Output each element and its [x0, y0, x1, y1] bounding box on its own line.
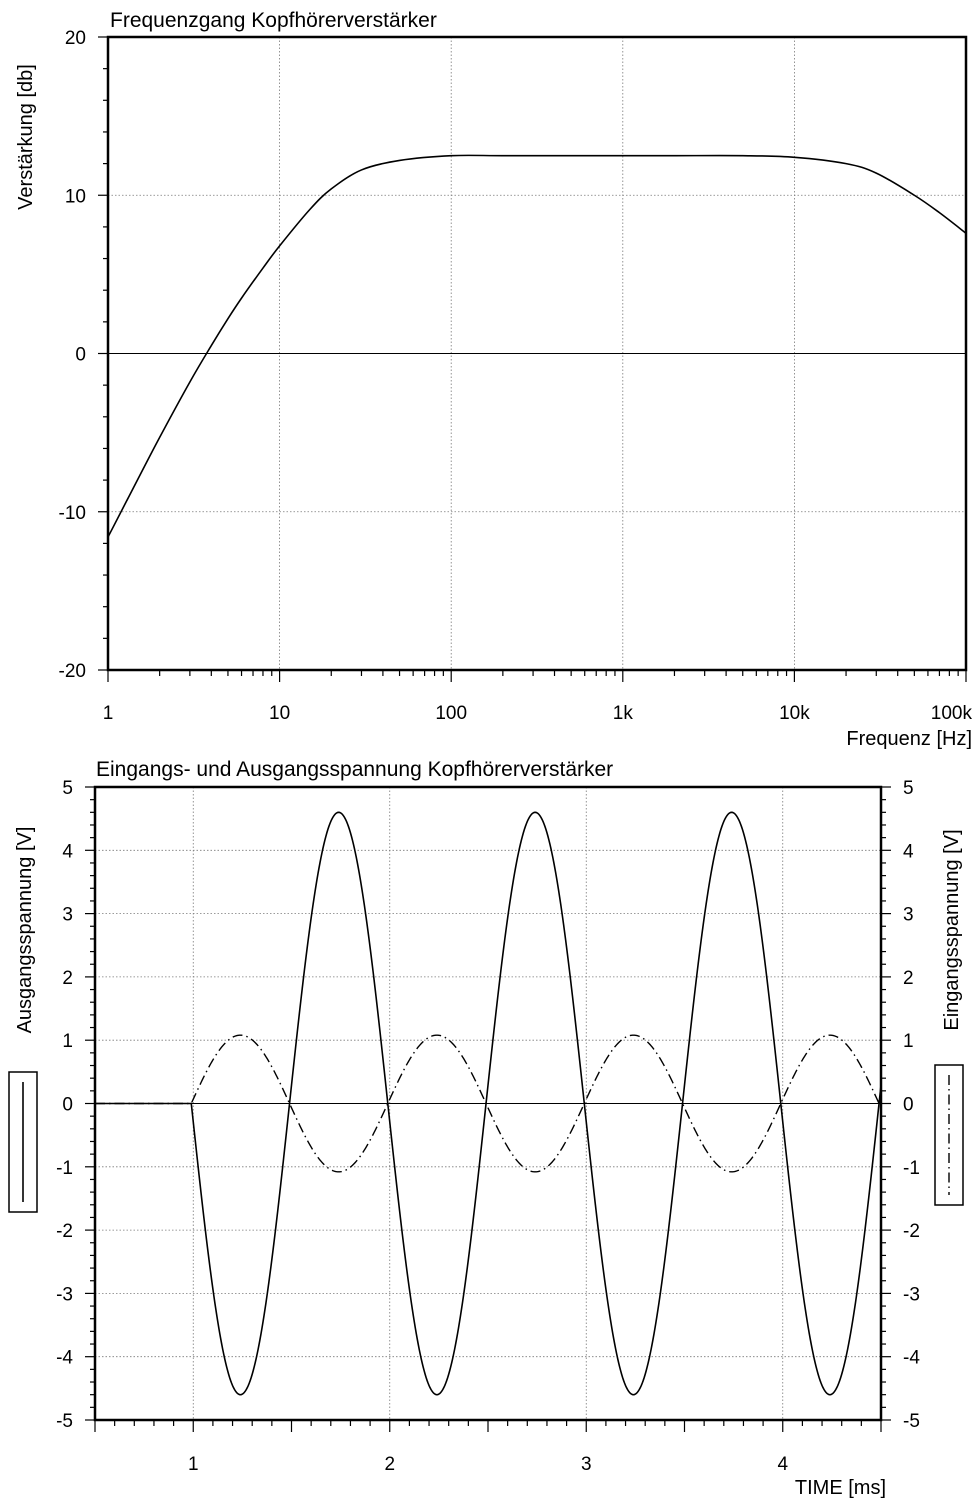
- y-tick-label: 3: [62, 905, 73, 926]
- x-axis-label: TIME [ms]: [795, 1477, 886, 1499]
- grid: [108, 37, 966, 670]
- y-tick-label: -1: [56, 1158, 73, 1179]
- y2-tick-label: 0: [903, 1095, 914, 1116]
- y-axis-label: Verstärkung [db]: [15, 64, 37, 210]
- legend-output-voltage: [8, 1071, 38, 1213]
- y-tick-label: 5: [62, 778, 73, 799]
- y-tick-label: 1: [62, 1031, 73, 1052]
- y-axis-label: Ausgangsspannung [V]: [14, 827, 36, 1034]
- chart-title: Frequenzgang Kopfhörerverstärker: [110, 9, 437, 32]
- y-tick-label: -5: [56, 1411, 73, 1432]
- y-tick-label: -2: [56, 1221, 73, 1242]
- x-tick-label: 1: [188, 1454, 199, 1475]
- chart-title: Eingangs- und Ausgangsspannung Kopfhörer…: [96, 758, 613, 781]
- x-tick-label: 3: [581, 1454, 592, 1475]
- y2-tick-label: -3: [903, 1284, 920, 1305]
- grid: [95, 787, 881, 1420]
- y-tick-label: 4: [62, 841, 73, 862]
- y2-axis-label: Eingangsspannung [V]: [941, 829, 963, 1030]
- output-voltage-line: [95, 811, 882, 1396]
- y2-tick-label: 5: [903, 778, 914, 799]
- y2-tick-label: -2: [903, 1221, 920, 1242]
- axis-ticks: [98, 36, 967, 682]
- x-tick-label: 10: [269, 703, 290, 724]
- x-tick-labels: 1 10 100 1k 10k 100k: [103, 703, 973, 724]
- plot-frame: [106, 35, 968, 672]
- y2-tick-label: -1: [903, 1158, 920, 1179]
- y2-tick-label: 4: [903, 841, 914, 862]
- y2-tick-label: 3: [903, 905, 914, 926]
- y-tick-label: -20: [59, 661, 86, 682]
- x-tick-label: 4: [777, 1454, 788, 1475]
- y-tick-label: 2: [62, 968, 73, 989]
- plot-frame: [93, 785, 883, 1422]
- x-tick-label: 100: [435, 703, 467, 724]
- x-tick-label: 10k: [779, 703, 810, 724]
- y-tick-label: -10: [59, 503, 86, 524]
- y-tick-labels: 5 4 3 2 1 0 -1 -2 -3 -4 -5: [56, 778, 73, 1432]
- x-tick-labels: 1 2 3 4: [188, 1454, 789, 1475]
- y-tick-label: -4: [56, 1348, 73, 1369]
- x-tick-label: 1k: [613, 703, 634, 724]
- x-tick-label: 100k: [931, 703, 973, 724]
- legend-input-voltage: [934, 1064, 964, 1206]
- y2-tick-label: 1: [903, 1031, 914, 1052]
- frequency-response-chart: Frequenzgang Kopfhörerverstärker 20100-1…: [15, 9, 972, 750]
- y-tick-label: 20: [65, 28, 86, 49]
- x-tick-label: 2: [384, 1454, 395, 1475]
- y2-tick-label: -5: [903, 1411, 920, 1432]
- y2-tick-label: 2: [903, 968, 914, 989]
- y2-tick-labels: 5 4 3 2 1 0 -1 -2 -3 -4 -5: [903, 778, 920, 1432]
- y-tick-labels: 20 10 0 -10 -20: [59, 28, 86, 682]
- gain-series-line: [107, 154, 967, 538]
- y-tick-label: 0: [75, 345, 86, 366]
- x-axis-label: Frequenz [Hz]: [846, 728, 972, 750]
- axis-ticks: [85, 786, 891, 1432]
- y-tick-label: 0: [62, 1095, 73, 1116]
- x-tick-label: 1: [103, 703, 114, 724]
- y-tick-label: 10: [65, 186, 86, 207]
- input-voltage-line: [95, 1034, 882, 1173]
- voltage-time-chart: Eingangs- und Ausgangsspannung Kopfhörer…: [8, 758, 964, 1499]
- y-tick-label: -3: [56, 1284, 73, 1305]
- y2-tick-label: -4: [903, 1348, 920, 1369]
